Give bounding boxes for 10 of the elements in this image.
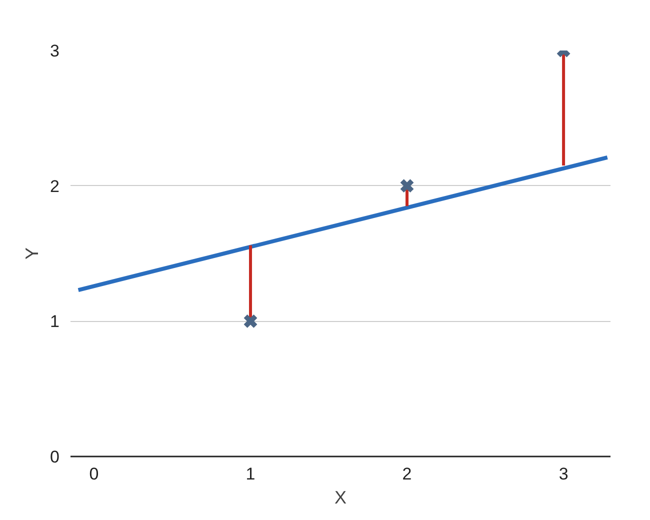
y-tick-label: 3 [50, 42, 60, 60]
x-tick-label: 3 [558, 464, 568, 484]
y-axis-title: Y [22, 247, 42, 260]
x-tick-label: 2 [402, 464, 412, 484]
x-axis-title: X [334, 488, 347, 508]
y-tick-label: 0 [50, 448, 60, 466]
x-tick-label: 1 [246, 464, 256, 484]
x-tick-label: 0 [89, 464, 99, 484]
y-tick-label: 1 [50, 312, 60, 332]
y-tick-label: 2 [50, 176, 60, 196]
